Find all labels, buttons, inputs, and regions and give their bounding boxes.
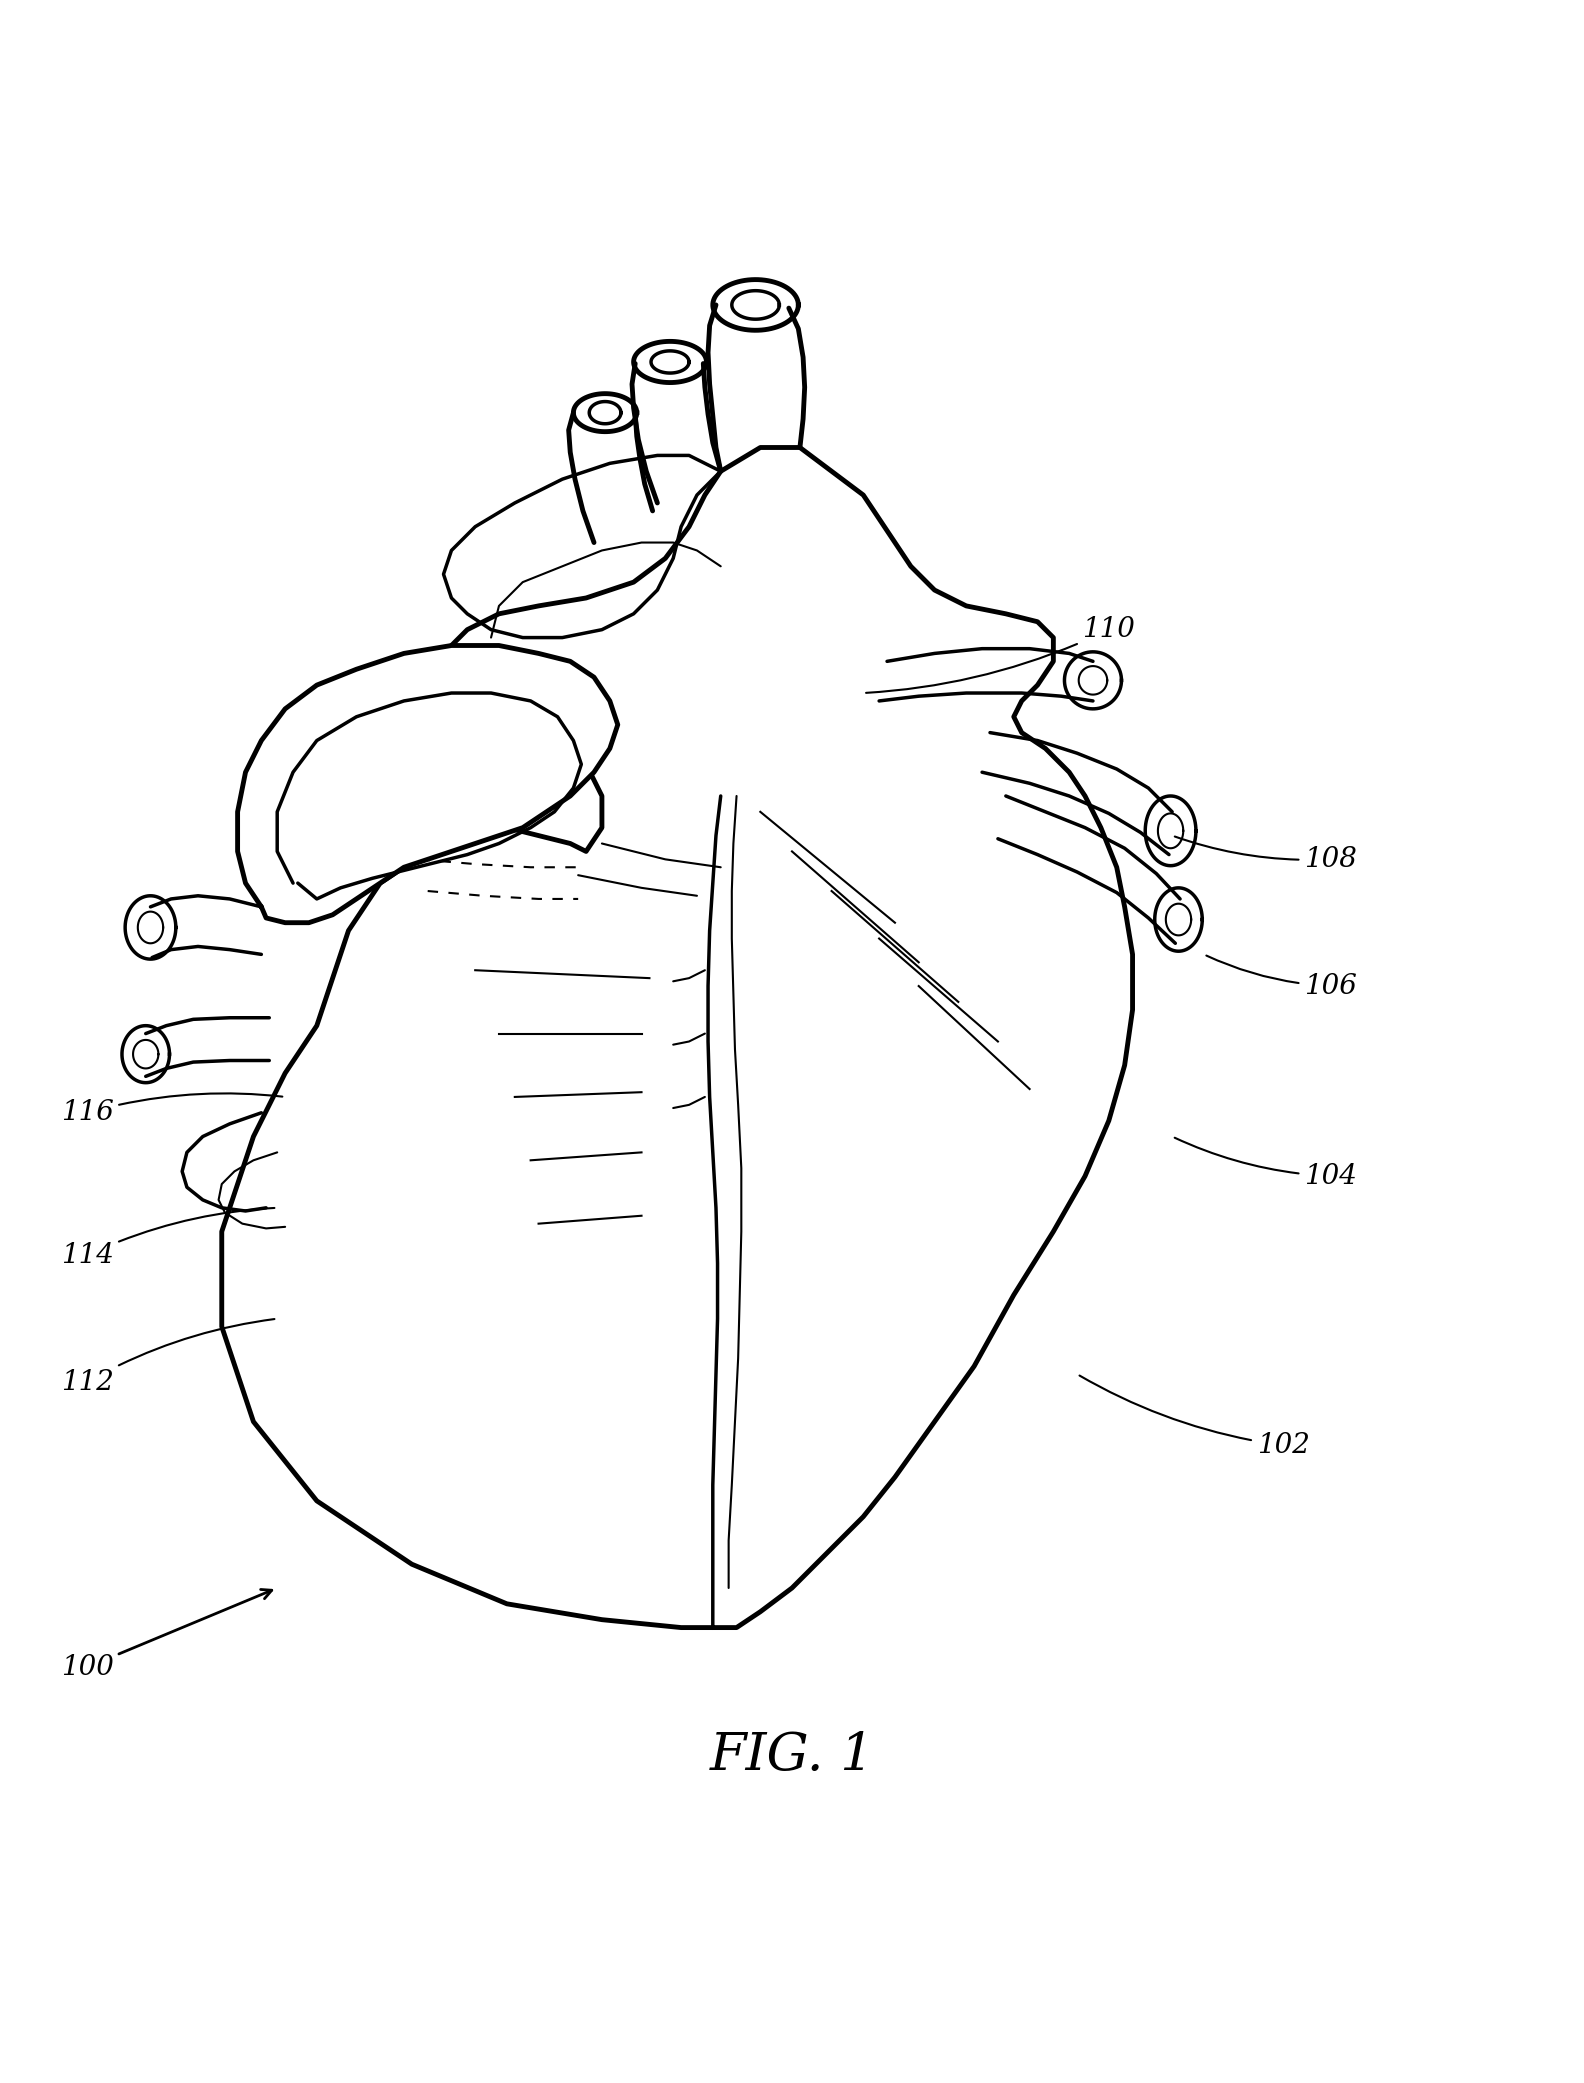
Text: 114: 114 [60, 1208, 274, 1269]
Text: 104: 104 [1175, 1137, 1357, 1189]
Text: 108: 108 [1175, 837, 1357, 873]
Text: 106: 106 [1207, 956, 1357, 1000]
Polygon shape [238, 646, 618, 923]
Text: 100: 100 [60, 1589, 272, 1681]
Text: 116: 116 [60, 1094, 282, 1127]
Text: 110: 110 [866, 617, 1136, 694]
Polygon shape [222, 448, 1133, 1627]
Text: FIG. 1: FIG. 1 [710, 1731, 874, 1781]
Text: 112: 112 [60, 1319, 274, 1396]
Text: 102: 102 [1080, 1375, 1310, 1458]
